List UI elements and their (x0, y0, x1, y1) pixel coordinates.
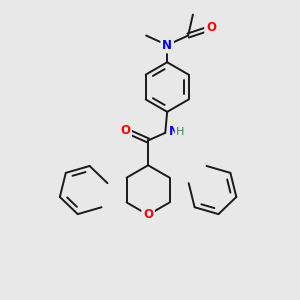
Text: O: O (206, 21, 216, 34)
Text: N: N (169, 125, 179, 138)
Text: O: O (143, 208, 153, 221)
Text: O: O (120, 124, 130, 137)
Text: N: N (162, 39, 172, 52)
Text: H: H (176, 127, 184, 137)
